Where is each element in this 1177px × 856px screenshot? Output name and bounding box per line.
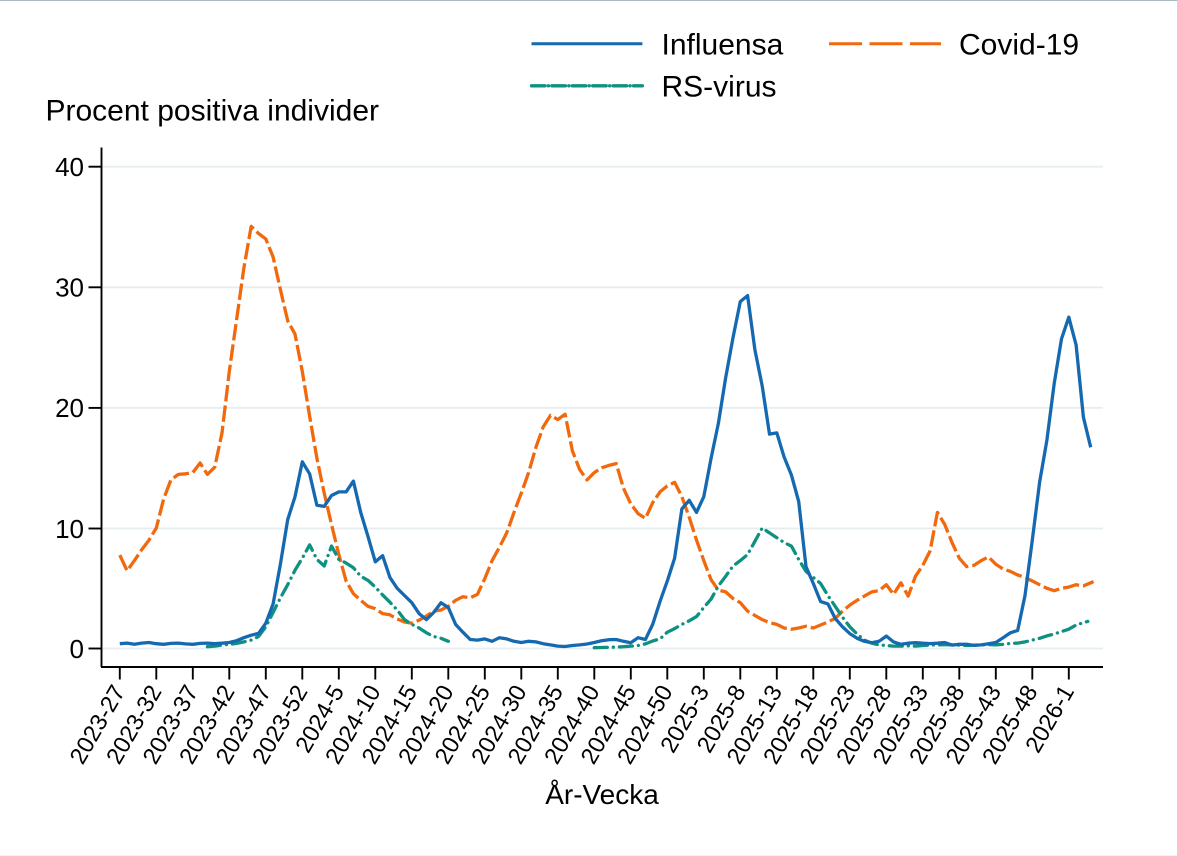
svg-text:Covid-19: Covid-19: [959, 28, 1079, 61]
svg-text:Procent positiva individer: Procent positiva individer: [46, 95, 380, 128]
svg-text:0: 0: [70, 634, 84, 664]
svg-text:40: 40: [55, 152, 84, 182]
svg-text:20: 20: [55, 393, 84, 423]
svg-text:År-Vecka: År-Vecka: [545, 779, 659, 810]
svg-text:30: 30: [55, 273, 84, 303]
svg-text:RS-virus: RS-virus: [662, 71, 777, 104]
svg-text:Influensa: Influensa: [662, 28, 784, 61]
svg-text:10: 10: [55, 514, 84, 544]
